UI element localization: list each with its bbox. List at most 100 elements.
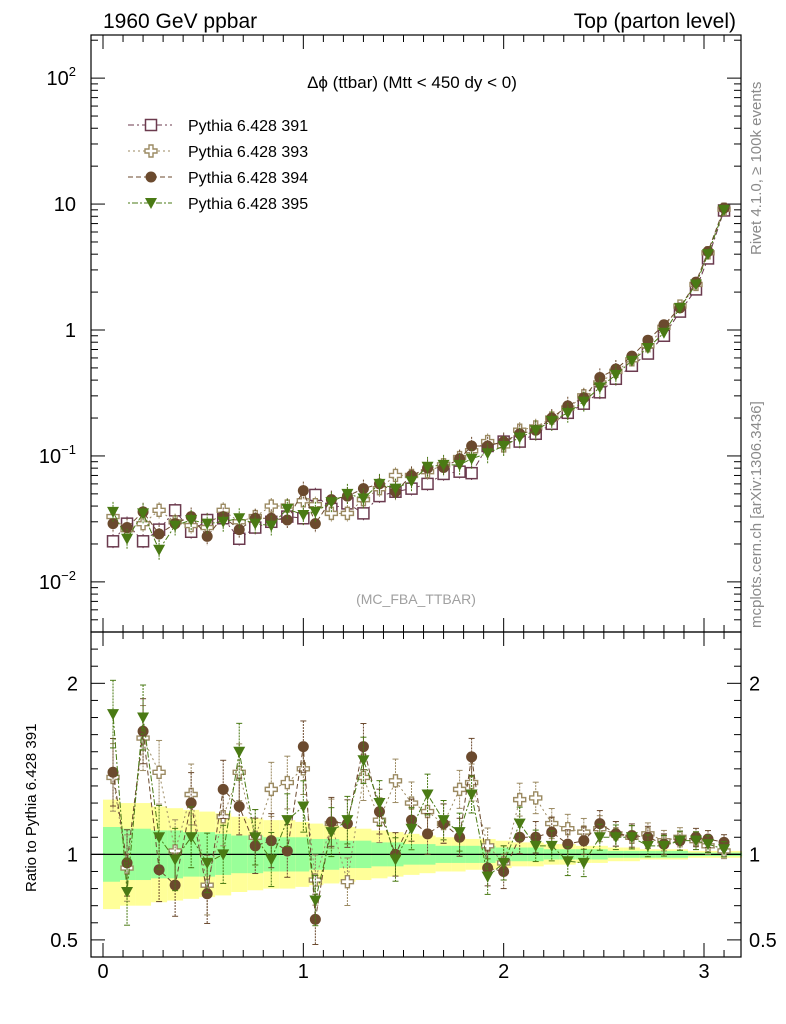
y-tick-label: 1: [65, 320, 76, 342]
data-point: [421, 789, 434, 801]
data-point: [280, 775, 295, 790]
data-point: [625, 355, 638, 367]
data-point: [702, 249, 715, 261]
data-point: [689, 835, 702, 847]
data-point: [437, 459, 450, 471]
data-point: [641, 840, 654, 852]
data-point: [249, 518, 262, 530]
data-point: [718, 844, 731, 856]
data-point: [594, 818, 606, 830]
legend: Pythia 6.428 391 Pythia 6.428 393 Pythia…: [128, 118, 308, 213]
data-point: [137, 508, 150, 520]
x-tick-label: 1: [298, 961, 309, 983]
data-point: [452, 782, 467, 797]
data-point: [169, 520, 182, 532]
data-point: [642, 334, 654, 346]
y-tick-label-ratio-right: 0.5: [749, 930, 777, 952]
series-line: [112, 207, 725, 538]
data-point: [107, 518, 119, 530]
data-point: [169, 879, 181, 891]
data-point: [297, 509, 310, 521]
data-point: [325, 497, 338, 509]
data-point: [609, 369, 622, 381]
data-point: [421, 461, 434, 473]
data-point: [529, 425, 542, 437]
data-point: [625, 832, 638, 844]
data-point: [216, 810, 230, 824]
x-tick-label: 0: [97, 961, 108, 983]
series-line: [112, 209, 725, 531]
data-point: [169, 854, 182, 866]
main-plot-series: [106, 202, 731, 560]
y-tick-labels-ratio: 0.5 1 2 0.5 1 2: [50, 673, 777, 952]
data-point: [201, 518, 214, 530]
data-point: [481, 871, 494, 883]
plot-title: Δϕ (ttbar) (Mtt < 450 dy < 0): [307, 73, 517, 92]
series-line: [112, 731, 725, 920]
series-line: [112, 736, 725, 886]
data-point: [357, 493, 370, 505]
data-point: [264, 782, 278, 797]
data-point: [324, 506, 339, 521]
data-point: [121, 522, 133, 534]
data-point: [281, 845, 293, 857]
ratio-plot-frame: [90, 631, 742, 958]
data-point: [641, 342, 654, 354]
data-point: [185, 832, 198, 844]
data-point: [481, 448, 494, 460]
data-point: [121, 533, 134, 545]
data-point: [264, 499, 278, 513]
data-point: [265, 520, 278, 532]
data-point: [249, 832, 262, 844]
data-point: [673, 302, 686, 314]
data-point: [153, 528, 165, 540]
data-point: [233, 513, 246, 525]
data-point: [340, 875, 355, 889]
data-point: [657, 840, 670, 852]
data-point: [421, 477, 434, 491]
data-point: [422, 828, 434, 840]
data-point: [107, 506, 120, 518]
data-point: [217, 516, 230, 528]
data-point: [545, 415, 558, 427]
data-point: [388, 468, 403, 483]
legend-entry: Pythia 6.428 391: [128, 118, 308, 135]
y-tick-label-ratio-left: 0.5: [50, 930, 78, 952]
data-point: [185, 797, 197, 809]
data-point: [357, 755, 370, 767]
data-point: [201, 857, 214, 869]
data-point: [718, 204, 731, 216]
x-tick-label: 2: [498, 961, 509, 983]
y-tick-labels-top: 10−2 10−1 1 10 102: [39, 64, 76, 594]
y-tick-label: 10−2: [39, 568, 76, 594]
legend-label: Pythia 6.428 391: [188, 118, 308, 135]
data-point: [325, 827, 338, 839]
data-point: [405, 476, 418, 488]
legend-label: Pythia 6.428 395: [188, 196, 308, 213]
data-point: [153, 832, 166, 844]
data-point: [405, 823, 418, 835]
data-point: [593, 832, 606, 844]
data-point: [357, 507, 370, 520]
data-point: [545, 840, 558, 852]
data-point: [466, 440, 478, 452]
data-point: [513, 432, 526, 444]
y-tick-label-ratio-left: 2: [67, 673, 78, 695]
ratio-plot-series: [106, 679, 731, 946]
data-point: [465, 453, 478, 465]
series-3-ratio: [107, 679, 731, 927]
data-point: [341, 488, 354, 500]
data-point: [513, 818, 526, 830]
data-point: [152, 503, 166, 518]
x-tick-label: 3: [698, 961, 709, 983]
data-point: [465, 466, 478, 480]
data-point: [233, 746, 246, 758]
y-tick-label: 102: [47, 64, 76, 90]
legend-entry: Pythia 6.428 393: [128, 144, 308, 161]
analysis-watermark: (MC_FBA_TTBAR): [356, 591, 476, 607]
y-tick-label-ratio-right: 1: [749, 844, 760, 866]
data-point: [201, 888, 213, 900]
data-point: [453, 459, 466, 471]
data-point: [107, 766, 119, 778]
